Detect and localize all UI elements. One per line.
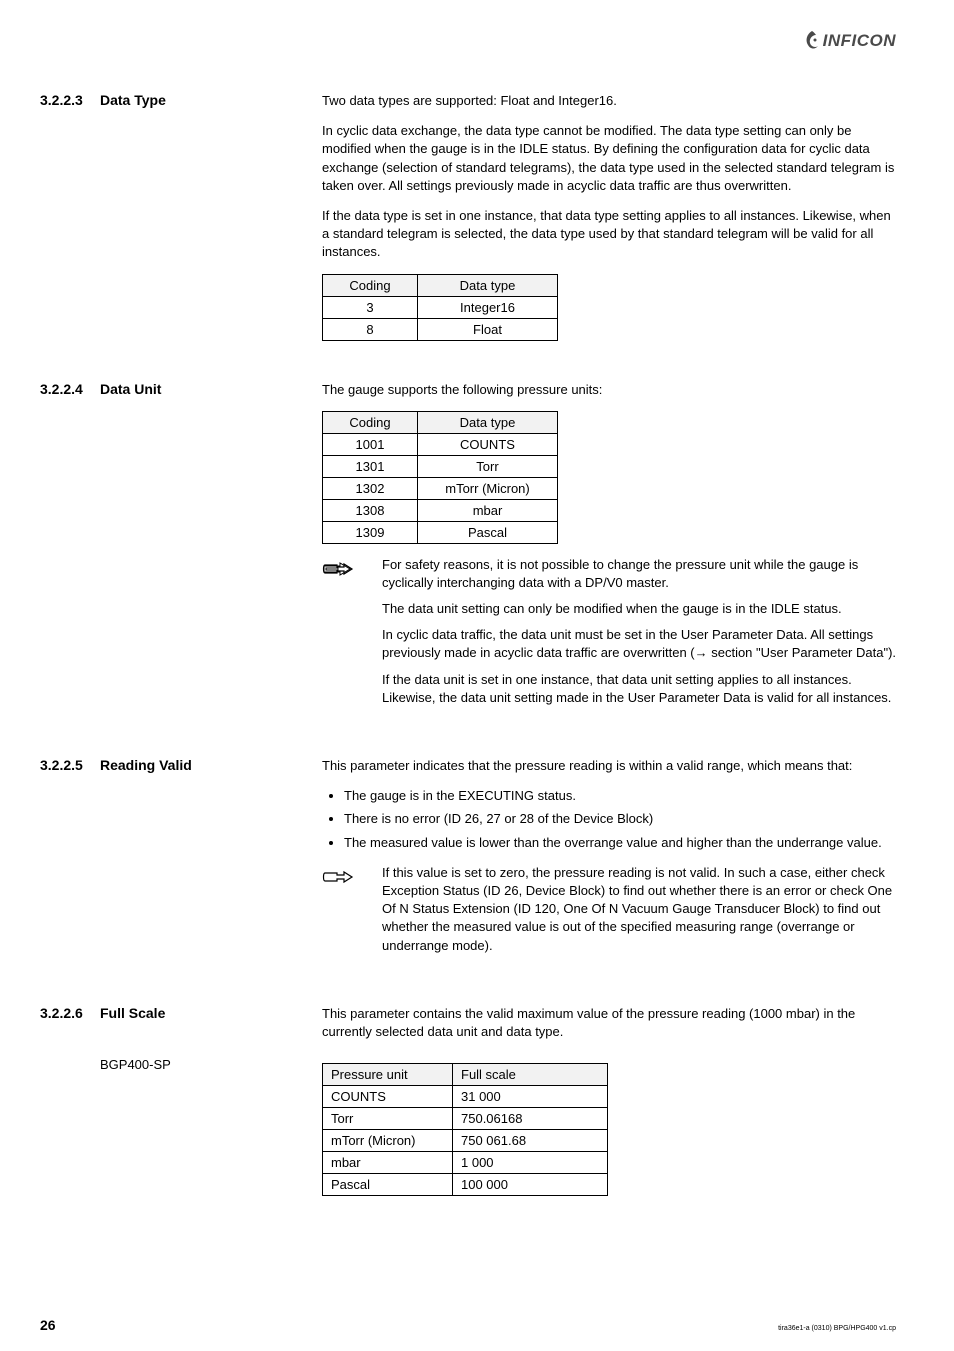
hand-pointing-icon <box>322 864 382 963</box>
page-footer: 26 tira36e1-a (0310) BPG/HPG400 v1.cp <box>40 1317 896 1333</box>
full-scale-table: Pressure unit Full scale COUNTS31 000 To… <box>322 1063 608 1196</box>
page-number: 26 <box>40 1317 56 1333</box>
section-title: Data Type <box>100 92 166 353</box>
table-cell: mTorr (Micron) <box>323 1130 453 1152</box>
model-label: BGP400-SP <box>100 1057 322 1072</box>
table-cell: 1302 <box>323 477 418 499</box>
paragraph: In cyclic data exchange, the data type c… <box>322 122 896 195</box>
table-cell: Float <box>418 318 558 340</box>
section-reading-valid: 3.2.2.5 Reading Valid This parameter ind… <box>40 757 896 977</box>
note-paragraph: If this value is set to zero, the pressu… <box>382 864 896 955</box>
section-full-scale: 3.2.2.6 Full Scale BGP400-SP This parame… <box>40 1005 896 1208</box>
list-item: The gauge is in the EXECUTING status. <box>344 787 896 805</box>
table-cell: Pascal <box>418 521 558 543</box>
list-item: The measured value is lower than the ove… <box>344 834 896 852</box>
paragraph: This parameter contains the valid maximu… <box>322 1005 896 1041</box>
table-cell: mTorr (Micron) <box>418 477 558 499</box>
section-title: Data Unit <box>100 381 161 730</box>
table-cell: 1308 <box>323 499 418 521</box>
note-paragraph: In cyclic data traffic, the data unit mu… <box>382 626 896 662</box>
table-cell: COUNTS <box>418 433 558 455</box>
table-header: Full scale <box>453 1064 608 1086</box>
table-cell: 750.06168 <box>453 1108 608 1130</box>
data-unit-table: Coding Data type 1001COUNTS 1301Torr 130… <box>322 411 558 544</box>
table-cell: 1301 <box>323 455 418 477</box>
table-header: Data type <box>418 411 558 433</box>
section-number: 3.2.2.6 <box>40 1005 100 1021</box>
table-header: Coding <box>323 411 418 433</box>
note-paragraph: The data unit setting can only be modifi… <box>382 600 896 618</box>
table-header: Coding <box>323 274 418 296</box>
note-block: For safety reasons, it is not possible t… <box>322 556 896 715</box>
brand-name: INFICON <box>823 31 896 51</box>
section-data-unit: 3.2.2.4 Data Unit The gauge supports the… <box>40 381 896 730</box>
table-cell: 100 000 <box>453 1174 608 1196</box>
paragraph: This parameter indicates that the pressu… <box>322 757 896 775</box>
section-number: 3.2.2.4 <box>40 381 100 730</box>
table-cell: mbar <box>418 499 558 521</box>
brand-mark-icon <box>803 30 821 52</box>
table-cell: 8 <box>323 318 418 340</box>
note-paragraph: For safety reasons, it is not possible t… <box>382 556 896 592</box>
bullet-list: The gauge is in the EXECUTING status. Th… <box>344 787 896 852</box>
table-cell: Pascal <box>323 1174 453 1196</box>
data-type-table: Coding Data type 3Integer16 8Float <box>322 274 558 341</box>
note-paragraph: If the data unit is set in one instance,… <box>382 671 896 707</box>
brand-logo: INFICON <box>803 30 896 52</box>
table-cell: 31 000 <box>453 1086 608 1108</box>
section-title: Full Scale <box>100 1005 165 1021</box>
paragraph: The gauge supports the following pressur… <box>322 381 896 399</box>
table-cell: 1309 <box>323 521 418 543</box>
table-cell: Integer16 <box>418 296 558 318</box>
footer-doc-id: tira36e1-a (0310) BPG/HPG400 v1.cp <box>778 1325 896 1332</box>
table-cell: 750 061.68 <box>453 1130 608 1152</box>
table-header: Data type <box>418 274 558 296</box>
table-header: Pressure unit <box>323 1064 453 1086</box>
table-cell: Torr <box>418 455 558 477</box>
section-number: 3.2.2.5 <box>40 757 100 977</box>
paragraph: If the data type is set in one instance,… <box>322 207 896 262</box>
table-cell: COUNTS <box>323 1086 453 1108</box>
section-title: Reading Valid <box>100 757 192 977</box>
note-block: If this value is set to zero, the pressu… <box>322 864 896 963</box>
table-cell: Torr <box>323 1108 453 1130</box>
table-cell: mbar <box>323 1152 453 1174</box>
hand-pointing-icon <box>322 556 382 715</box>
table-cell: 3 <box>323 296 418 318</box>
paragraph: Two data types are supported: Float and … <box>322 92 896 110</box>
table-cell: 1001 <box>323 433 418 455</box>
table-cell: 1 000 <box>453 1152 608 1174</box>
list-item: There is no error (ID 26, 27 or 28 of th… <box>344 810 896 828</box>
section-data-type: 3.2.2.3 Data Type Two data types are sup… <box>40 92 896 353</box>
section-number: 3.2.2.3 <box>40 92 100 353</box>
